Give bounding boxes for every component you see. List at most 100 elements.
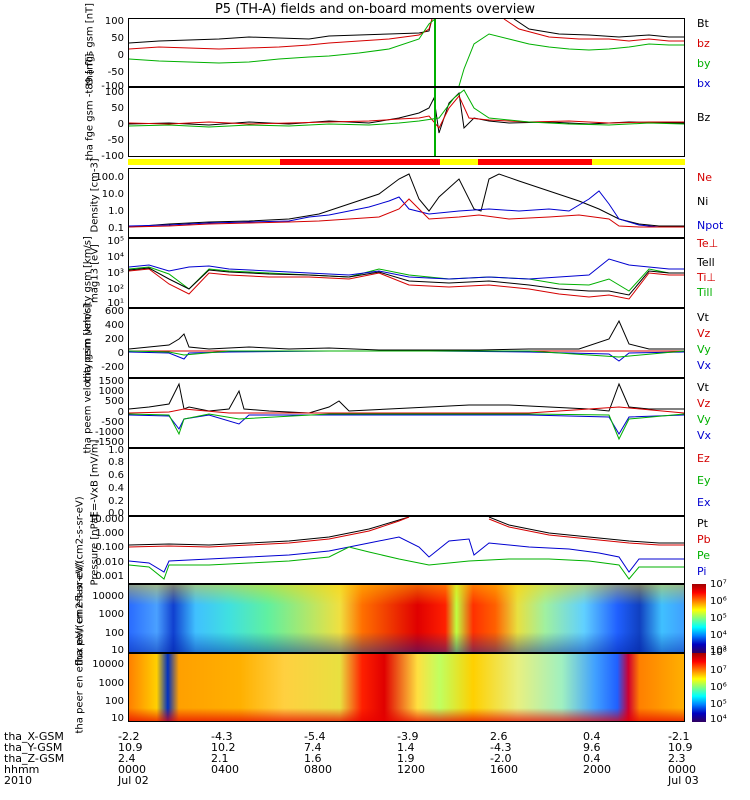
orbit-label: 2010	[4, 774, 32, 787]
ytick: 10⁴	[107, 252, 124, 263]
panel-density	[128, 168, 685, 238]
legend-item: Vz	[697, 327, 711, 340]
peem-chart	[129, 382, 684, 441]
ytick: 10⁵	[107, 236, 124, 247]
legend-item: bz	[697, 37, 710, 50]
colorbar-peir	[692, 584, 706, 653]
ytick: 10²	[107, 284, 124, 295]
legend-item: Pi	[697, 565, 707, 578]
orbit-label: tha_Z-GSM	[4, 752, 65, 765]
ytick: -500	[101, 417, 124, 428]
legend-item: Pb	[697, 533, 711, 546]
orbit-value: 2.6	[490, 730, 508, 743]
ytick: -1500	[94, 437, 124, 448]
ytick: 100	[104, 87, 124, 98]
ytick: -50	[107, 135, 124, 146]
colorbar-tick: 10⁵	[710, 613, 727, 624]
legend-item: by	[697, 57, 711, 70]
orbit-label: tha_Y-GSM	[4, 741, 63, 754]
ytick: 500	[104, 396, 124, 407]
ytick: 0	[117, 119, 124, 130]
ytick: 10.0	[101, 189, 124, 200]
orbit-value: 0800	[304, 763, 332, 776]
orbit-col: -4.3 10.2 2.1 0400	[211, 731, 239, 775]
orbit-value: -2.0	[490, 752, 512, 765]
legend-item: Till	[697, 286, 713, 299]
colorbar-tick: 10⁵	[710, 699, 727, 710]
colorbar-tick: 10⁷	[710, 579, 727, 590]
legend-item: Ez	[697, 452, 710, 465]
orbit-value: Jul 03	[668, 774, 699, 787]
legend-item: Npot	[697, 219, 724, 232]
ytick: -1000	[94, 427, 124, 438]
orbit-label: hhmm	[4, 763, 40, 776]
orbit-value: 1.6	[304, 752, 322, 765]
panel-peim	[128, 308, 685, 378]
orbit-value: -2.2	[118, 730, 140, 743]
ytick: 100	[104, 696, 124, 707]
ytick: 10	[111, 645, 124, 656]
orbit-value: -5.4	[304, 730, 326, 743]
ytick: 0	[117, 50, 124, 61]
legend-item: bx	[697, 77, 711, 90]
legend-item: Vy	[697, 343, 711, 356]
ytick: 100	[104, 16, 124, 27]
ytick: 0	[117, 348, 124, 359]
orbit-value: 1600	[490, 763, 518, 776]
legend-density: Ne Ni Npot	[697, 172, 723, 232]
orbit-col: -3.9 1.4 1.9 1200	[397, 731, 425, 775]
colorbar-tick: 10⁸	[710, 647, 727, 658]
ytick: 0.8	[108, 457, 124, 468]
legend-peim: Vt Vz Vy Vx	[697, 312, 711, 372]
orbit-col: 0.4 9.6 0.4 2000	[583, 731, 611, 775]
orbit-value: -2.1	[668, 730, 690, 743]
ytick: 10000	[92, 659, 124, 670]
legend-item: Vy	[697, 413, 711, 426]
panel-peem	[128, 378, 685, 448]
orbit-value: 1200	[397, 763, 425, 776]
colorbar-tick: 10³	[710, 645, 727, 656]
panel-peer	[128, 653, 685, 722]
ytick: 0.0	[108, 508, 124, 519]
legend-temp: Te⊥ Tell Ti⊥ Till	[697, 238, 718, 299]
panel-pressure	[128, 516, 685, 584]
legend-item: Ey	[697, 474, 711, 487]
legend-item: Pt	[697, 517, 708, 530]
ytick: -100	[101, 81, 124, 92]
ytick: 10.000	[89, 514, 124, 525]
orbit-col: -5.4 7.4 1.6 0800	[304, 731, 332, 775]
pressure-chart	[129, 517, 684, 580]
legend-item: Vx	[697, 359, 712, 372]
panel-fgs	[128, 18, 685, 87]
ytick: 0.6	[108, 470, 124, 481]
legend-item: Ex	[697, 496, 711, 509]
panel-peir	[128, 584, 685, 653]
ytick: 0	[117, 407, 124, 418]
orbit-value: Jul 02	[118, 774, 149, 787]
ytick: 1.0	[108, 445, 124, 456]
colorbar-tick: 10⁶	[710, 596, 727, 607]
orbit-value: 2.3	[668, 752, 686, 765]
ytick: 50	[111, 33, 124, 44]
colorbar-tick: 10⁷	[710, 665, 727, 676]
density-chart	[129, 173, 684, 228]
orbit-value: -4.3	[211, 730, 233, 743]
legend-item: Ni	[697, 195, 709, 208]
orbit-value: -4.3	[490, 741, 512, 754]
orbit-value: -3.9	[397, 730, 419, 743]
ytick: 1000	[98, 386, 124, 397]
orbit-value: 1.4	[397, 741, 415, 754]
ytick: 50	[111, 103, 124, 114]
ytick: 1000	[98, 609, 124, 620]
orbit-value: 0000	[668, 763, 696, 776]
legend-item: Ne	[697, 171, 712, 184]
ytick: 0.010	[95, 557, 124, 568]
fge-chart	[129, 88, 684, 156]
ytick: 100.0	[95, 172, 124, 183]
ytick: -50	[107, 67, 124, 78]
legend-item: Vt	[697, 311, 709, 324]
ytick: 10000	[92, 591, 124, 602]
orbit-col: -2.1 10.9 2.3 0000 Jul 03	[668, 731, 699, 786]
legend-fge: Bz	[697, 112, 710, 124]
legend-item: Te⊥	[697, 237, 719, 250]
